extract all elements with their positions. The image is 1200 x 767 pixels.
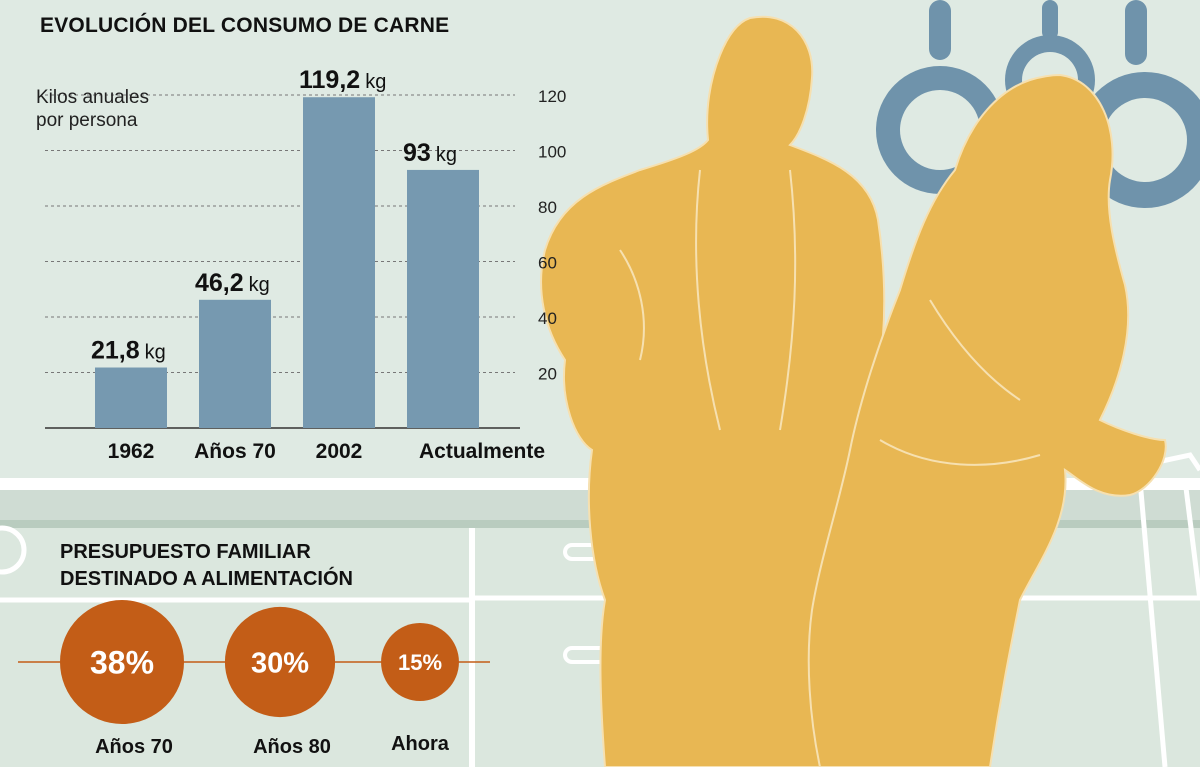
y-tick-label: 20 (538, 365, 557, 384)
y-axis-label-line: Kilos anuales (36, 87, 150, 108)
outline-detail (619, 169, 1041, 466)
couple-silhouette (540, 15, 1167, 767)
chart-title: EVOLUCIÓN DEL CONSUMO DE CARNE (40, 14, 450, 37)
x-tick-label: Actualmente (419, 440, 545, 463)
stove-knob (0, 525, 27, 575)
y-axis-label: Kilos anuales por persona (36, 86, 216, 132)
budget-section-title: PRESUPUESTO FAMILIAR DESTINADO A ALIMENT… (60, 539, 353, 593)
woman-silhouette (807, 73, 1167, 767)
budget-title-line: DESTINADO A ALIMENTACIÓN (60, 568, 353, 590)
bar (95, 367, 167, 428)
y-tick-label: 60 (538, 254, 557, 273)
budget-title-line: PRESUPUESTO FAMILIAR (60, 541, 311, 563)
budget-bubble (224, 606, 336, 718)
data-label: 21,8 kg (91, 337, 166, 365)
budget-bubble (60, 600, 184, 724)
man-silhouette (540, 15, 886, 767)
y-tick-label: 40 (538, 309, 557, 328)
data-label: 46,2 kg (195, 269, 270, 297)
x-tick-label: Años 70 (194, 440, 276, 463)
data-label: 119,2 kg (299, 66, 386, 94)
bubble-value-label: 15% (398, 650, 442, 675)
y-tick-label: 80 (538, 198, 557, 217)
bar (199, 299, 271, 428)
bar (407, 169, 479, 429)
bubble-value-label: 38% (90, 645, 154, 681)
y-tick-label: 120 (538, 87, 566, 106)
x-tick-label: 1962 (108, 440, 155, 463)
bubble-value-label: 30% (251, 647, 309, 679)
bubble-category-label: Años 80 (253, 736, 331, 758)
budget-bubble (381, 623, 459, 701)
x-tick-label: 2002 (316, 440, 363, 463)
bubble-category-label: Ahora (391, 733, 450, 755)
y-tick-label: 100 (538, 143, 566, 162)
meat-consumption-chart: 20 40 60 80 100 120 21,8 kg 1962 46,2 kg Años 70 119… (45, 66, 566, 463)
y-axis-label-line: por persona (36, 110, 138, 131)
bar (303, 97, 375, 428)
food-budget-chart: 38% Años 70 30% Años 80 15% Ahora (18, 600, 490, 758)
data-label: 93 kg (403, 139, 457, 167)
bubble-category-label: Años 70 (95, 736, 173, 758)
